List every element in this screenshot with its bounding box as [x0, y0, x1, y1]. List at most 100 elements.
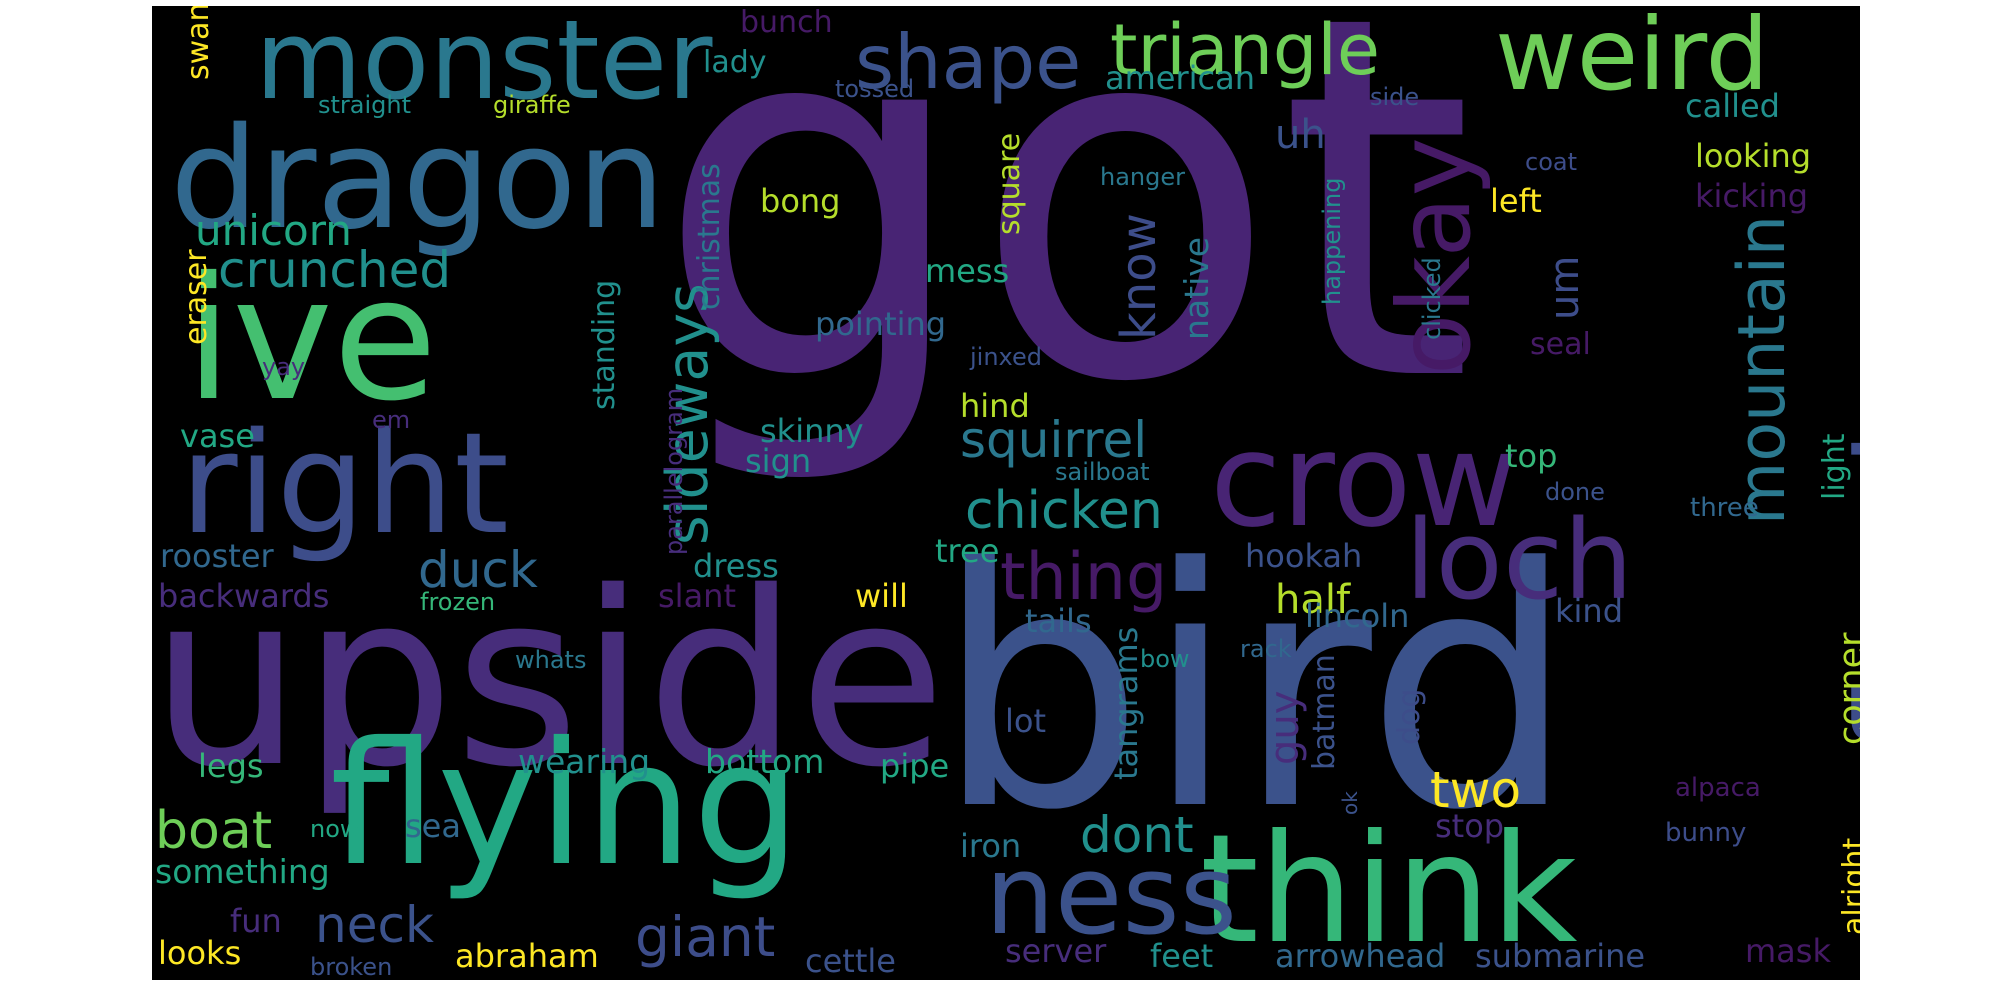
word-ness: ness	[985, 831, 1238, 959]
word-pipe: pipe	[880, 747, 950, 785]
word-yay: yay	[262, 353, 306, 381]
word-bunny: bunny	[1665, 818, 1747, 848]
word-wearing: wearing	[518, 742, 651, 781]
word-dragon: dragon	[170, 98, 666, 261]
word-tree: tree	[935, 532, 1000, 570]
word-bong: bong	[760, 182, 841, 220]
word-vase: vase	[180, 417, 255, 455]
word-submarine: submarine	[1475, 937, 1646, 975]
word-whats: whats	[515, 646, 587, 674]
word-cettle: cettle	[805, 942, 896, 980]
word-corner: corner	[1832, 632, 1860, 745]
word-sea: sea	[405, 807, 461, 845]
word-bottom: bottom	[705, 742, 825, 781]
word-tangrams: tangrams	[1107, 626, 1145, 780]
word-ive: ive	[185, 241, 438, 439]
word-think: think	[1200, 803, 1578, 977]
word-looks: looks	[158, 934, 242, 972]
word-bunch: bunch	[740, 6, 833, 40]
word-rooster: rooster	[160, 537, 274, 575]
word-sailboat: sailboat	[1055, 458, 1150, 486]
word-stop: stop	[1435, 807, 1505, 845]
word-arrowhead: arrowhead	[1275, 937, 1446, 975]
word-em: em	[372, 406, 411, 434]
word-three: three	[1690, 493, 1759, 523]
word-happening: happening	[1318, 177, 1346, 305]
word-parallelogram: parallelogram	[660, 387, 688, 555]
word-seal: seal	[1530, 327, 1591, 362]
word-mess: mess	[925, 252, 1010, 290]
word-giraffe: giraffe	[493, 91, 571, 119]
word-two: two	[1430, 761, 1522, 819]
word-kind: kind	[1555, 592, 1624, 630]
word-american: american	[1105, 59, 1255, 97]
word-standing: standing	[587, 279, 622, 410]
word-kicking: kicking	[1695, 177, 1809, 215]
word-shape: shape	[855, 18, 1082, 106]
word-uh: uh	[1275, 112, 1326, 158]
word-slant: slant	[658, 577, 736, 615]
word-dont: dont	[1080, 806, 1194, 864]
word-pointing: pointing	[815, 305, 947, 343]
word-called: called	[1685, 87, 1780, 125]
word-christmas: christmas	[692, 163, 727, 310]
word-eraser: eraser	[179, 249, 214, 345]
word-looking: looking	[1695, 137, 1812, 175]
word-lot: lot	[1005, 702, 1047, 740]
word-guy: guy	[1262, 690, 1308, 765]
word-flying: flying	[330, 706, 801, 904]
word-abraham: abraham	[455, 937, 599, 975]
word-upside: upside	[152, 540, 947, 820]
word-done: done	[1545, 478, 1605, 506]
word-crunched: crunched	[218, 241, 452, 299]
word-dog: dog	[1392, 688, 1427, 745]
word-crow: crow	[1210, 404, 1518, 556]
word-triangle: triangle	[1110, 9, 1380, 91]
word-tossed: tossed	[835, 75, 915, 103]
word-fun: fun	[230, 902, 282, 940]
word-alpaca: alpaca	[1675, 773, 1761, 803]
word-giant: giant	[635, 905, 776, 969]
word-swan: swan	[181, 6, 216, 80]
word-coat: coat	[1525, 148, 1577, 176]
word-clicked: clicked	[1418, 257, 1446, 340]
word-dress: dress	[693, 547, 779, 585]
word-top: top	[1505, 437, 1558, 475]
word-rack: rack	[1240, 635, 1292, 663]
word-skinny: skinny	[760, 412, 864, 450]
word-lady: lady	[703, 45, 767, 80]
word-tails: tails	[1025, 602, 1092, 640]
word-hanger: hanger	[1100, 163, 1185, 191]
word-now: now	[310, 815, 360, 843]
word-mountain: mountain	[1725, 214, 1800, 525]
word-lincoln: lincoln	[1305, 597, 1410, 635]
word-broken: broken	[310, 953, 393, 980]
word-will: will	[855, 577, 908, 615]
word-bird: bird	[935, 498, 1576, 882]
word-layer: got bird upside flying think ive right d…	[152, 6, 1860, 980]
word-ok: ok	[1338, 791, 1362, 815]
word-squirrel: squirrel	[960, 411, 1148, 469]
word-loch: loch	[1405, 496, 1634, 624]
word-server: server	[1005, 932, 1107, 970]
word-jinxed: jinxed	[970, 343, 1043, 371]
word-sign: sign	[745, 442, 812, 480]
word-iron: iron	[960, 827, 1022, 865]
word-side: side	[1370, 83, 1420, 111]
word-right: right	[180, 403, 509, 566]
word-chicken: chicken	[965, 481, 1163, 541]
word-duck: duck	[418, 541, 538, 599]
word-light: light	[1817, 433, 1852, 501]
word-feet: feet	[1150, 937, 1214, 975]
word-alright: alright	[1837, 837, 1860, 935]
word-half: half	[1275, 577, 1351, 623]
word-legs: legs	[198, 747, 264, 785]
word-mask: mask	[1745, 932, 1831, 970]
word-monster: monster	[255, 6, 713, 124]
word-unicorn: unicorn	[195, 206, 352, 255]
word-got: got	[655, 6, 1475, 491]
word-native: native	[1177, 236, 1216, 340]
word-left: left	[1490, 182, 1542, 220]
word-backwards: backwards	[158, 577, 330, 615]
word-frozen: frozen	[420, 588, 496, 616]
